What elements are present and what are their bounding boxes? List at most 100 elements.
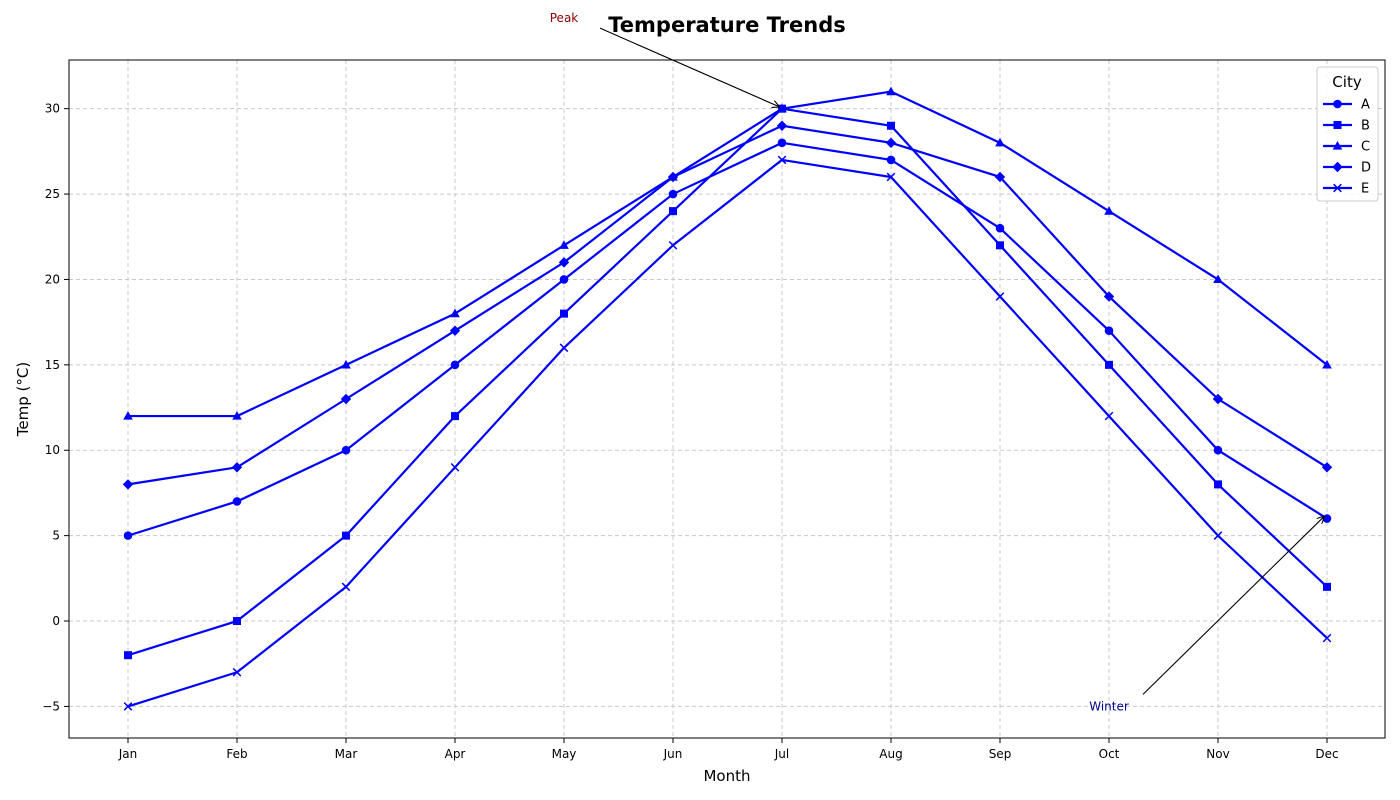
data-point-c [232,411,242,420]
x-tick-label: Dec [1315,747,1338,761]
data-point-a [450,360,460,370]
data-point-e [668,240,678,250]
data-point-c [1104,206,1114,215]
data-point-b [669,207,677,216]
data-point-a [559,275,569,284]
data-point-d [994,171,1006,183]
data-point-b [1323,582,1331,591]
data-point-b [560,309,568,318]
series-e [123,155,1332,711]
data-point-c [777,103,787,113]
data-point-d [667,171,679,183]
series-line-e [127,158,1328,708]
series-d [122,120,1333,490]
data-point-b [887,121,895,130]
y-tick-label: 10 [45,443,60,457]
data-point-b [1105,360,1113,369]
data-point-e [232,667,242,677]
x-tick-label: Jan [118,747,138,761]
data-point-b [342,531,350,540]
data-point-d [885,137,897,149]
data-point-c [995,137,1005,147]
data-point-a [1322,514,1332,523]
x-tick-label: May [552,747,577,761]
y-tick-label: 20 [45,272,60,286]
data-point-e [886,172,896,182]
series-c [123,86,1332,420]
data-point-d [558,257,570,268]
data-point-e [995,292,1005,301]
x-tick-label: Mar [335,747,358,761]
data-point-c [123,411,133,420]
data-point-c [450,308,460,318]
data-point-a [668,189,678,199]
annotation-winter-arrow [1142,517,1324,695]
annotations: Peak Winter [550,11,1324,713]
legend-item-d: D [1323,161,1371,176]
data-point-b [451,412,459,421]
x-tick-label: Jun [663,747,683,761]
x-tick-label: Feb [226,747,247,761]
data-point-a [777,138,787,148]
series-line-d [127,124,1328,486]
data-point-c [1213,274,1223,284]
y-tick-label: 15 [45,358,60,372]
series-line-b [127,107,1328,657]
data-point-b [124,651,132,660]
y-tick-label: 25 [45,187,60,201]
y-tick-label: 0 [52,614,60,628]
data-point-e [341,582,351,592]
legend-label: B [1361,119,1370,134]
y-axis-label: Temp (°C) [14,362,32,437]
data-point-e [559,343,569,353]
legend-label: A [1361,98,1370,113]
data-point-c [1322,359,1332,369]
y-tick-label: 30 [45,102,60,116]
data-point-a [995,223,1005,233]
annotation-peak-arrow [599,27,779,107]
series-line-c [128,90,1328,418]
series-group [122,86,1333,711]
data-point-e [1213,531,1223,540]
series-line-a [127,141,1328,537]
data-point-c [886,86,896,96]
x-tick-label: Sep [989,747,1012,761]
data-point-a [123,531,133,540]
legend-swatch-marker [1333,99,1342,109]
legend-swatch-marker [1333,183,1342,193]
data-point-e [123,702,133,711]
data-point-d [1321,462,1333,473]
legend-item-e: E [1323,182,1369,197]
legend-label: E [1361,182,1369,197]
chart-title: Temperature Trends [608,13,845,37]
x-tick-label: Apr [445,747,466,761]
legend-item-b: B [1323,119,1370,134]
legend-item-c: C [1323,140,1370,155]
data-point-d [340,393,352,405]
annotation-winter-label: Winter [1089,699,1129,713]
legend-label: C [1361,140,1370,155]
data-point-d [1103,291,1115,302]
data-point-b [1214,480,1222,489]
data-point-b [233,617,241,626]
series-a [123,138,1332,540]
legend-swatch-marker [1333,121,1342,129]
legend-item-a: A [1323,98,1370,113]
data-point-b [996,241,1004,250]
data-point-e [1322,633,1332,643]
data-point-a [1104,326,1114,335]
data-point-a [1213,445,1223,455]
legend-title: City [1332,73,1362,91]
legend-swatch-marker [1332,141,1343,150]
legend-label: D [1361,161,1371,176]
x-tick-label: Oct [1099,747,1120,761]
data-point-e [1104,411,1114,421]
x-tick-label: Aug [879,747,902,761]
data-point-d [449,325,461,336]
data-point-c [559,240,569,249]
y-tick-label: −5 [42,699,60,713]
series-b [124,104,1331,660]
data-point-e [450,462,460,472]
